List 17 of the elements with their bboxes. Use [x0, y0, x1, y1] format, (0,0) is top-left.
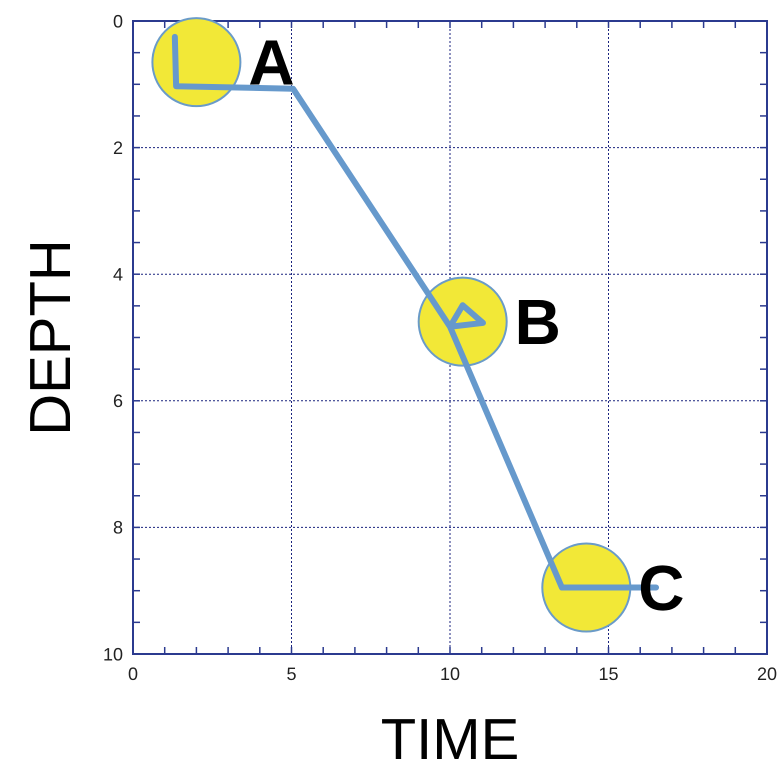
y-axis-title: DEPTH — [18, 239, 83, 436]
point — [541, 542, 632, 633]
y-tick-label: 0 — [112, 11, 123, 32]
annotation: C — [638, 552, 685, 624]
x-tick-label: 15 — [598, 664, 619, 684]
y-tick-label: 6 — [112, 391, 123, 412]
y-tick-label: 2 — [112, 138, 123, 158]
x-tick-label: 20 — [756, 664, 778, 684]
y-tick-label: 4 — [112, 264, 123, 284]
x-tick-label: 10 — [440, 664, 460, 684]
annotation: B — [514, 286, 561, 358]
annotation: A — [248, 26, 295, 99]
x-axis-title: TIME — [380, 707, 520, 767]
y-tick-label: 8 — [112, 518, 123, 538]
x-tick-label: 5 — [286, 664, 297, 684]
y-tick-label: 10 — [102, 644, 123, 664]
x-tick-label: 0 — [128, 664, 138, 684]
